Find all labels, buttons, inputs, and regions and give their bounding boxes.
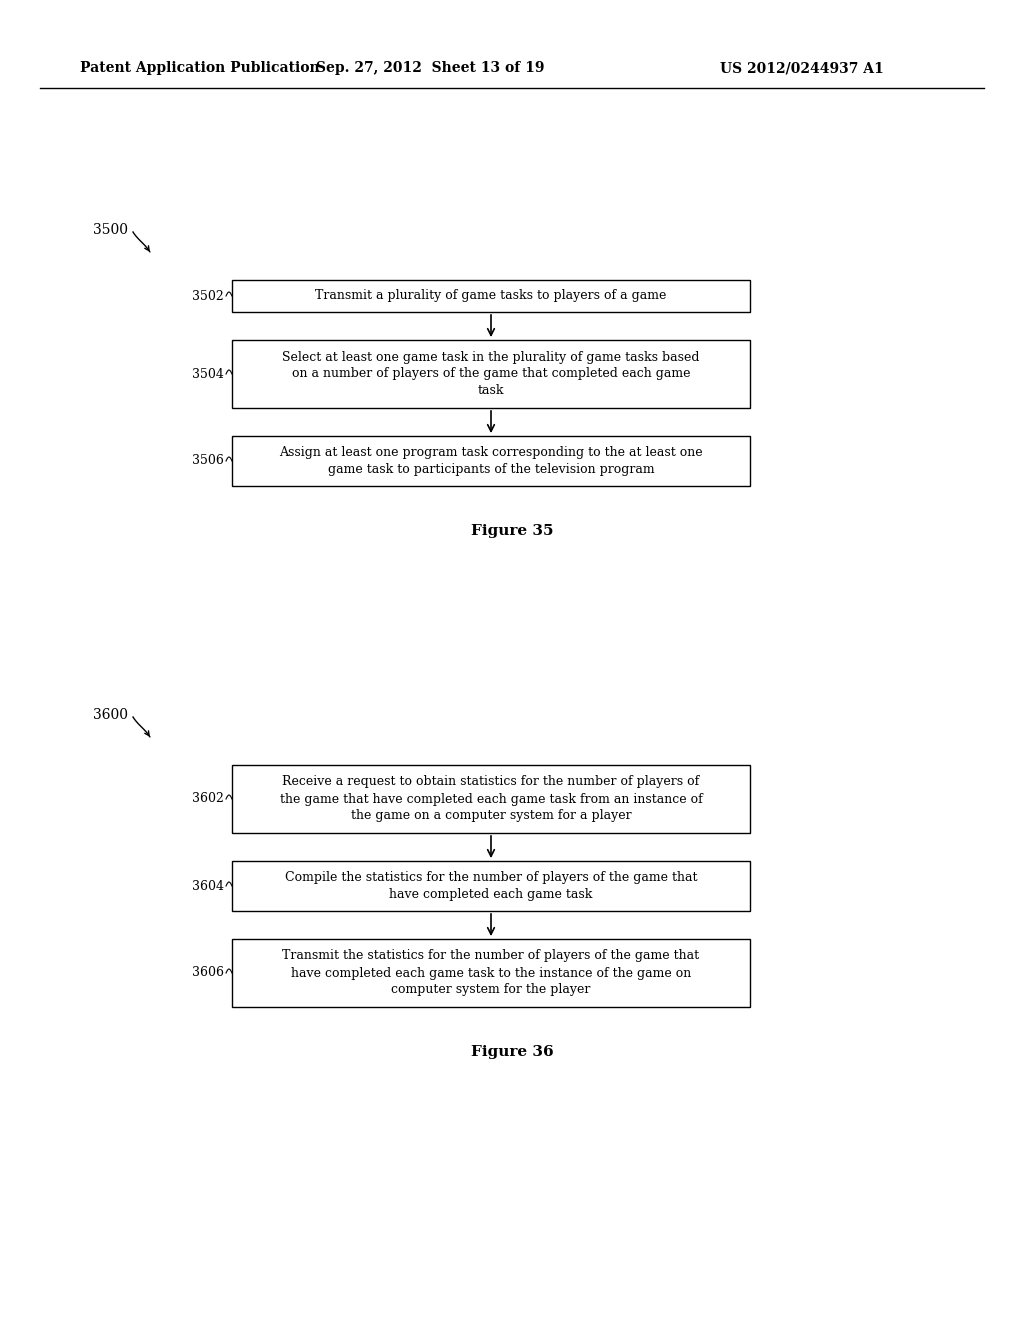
- Text: Figure 36: Figure 36: [471, 1045, 553, 1059]
- Text: Sep. 27, 2012  Sheet 13 of 19: Sep. 27, 2012 Sheet 13 of 19: [315, 61, 544, 75]
- FancyBboxPatch shape: [232, 341, 750, 408]
- Text: Assign at least one program task corresponding to the at least one
game task to : Assign at least one program task corresp…: [280, 446, 702, 477]
- FancyBboxPatch shape: [232, 436, 750, 486]
- FancyBboxPatch shape: [232, 861, 750, 911]
- Text: US 2012/0244937 A1: US 2012/0244937 A1: [720, 61, 884, 75]
- Text: 3602: 3602: [193, 792, 224, 805]
- FancyBboxPatch shape: [232, 280, 750, 312]
- Text: Patent Application Publication: Patent Application Publication: [80, 61, 319, 75]
- Text: Figure 35: Figure 35: [471, 524, 553, 539]
- Text: Transmit a plurality of game tasks to players of a game: Transmit a plurality of game tasks to pl…: [315, 289, 667, 302]
- Text: Transmit the statistics for the number of players of the game that
have complete: Transmit the statistics for the number o…: [283, 949, 699, 997]
- Text: Receive a request to obtain statistics for the number of players of
the game tha: Receive a request to obtain statistics f…: [280, 776, 702, 822]
- Text: 3502: 3502: [193, 289, 224, 302]
- Text: 3604: 3604: [193, 879, 224, 892]
- FancyBboxPatch shape: [232, 939, 750, 1007]
- FancyBboxPatch shape: [232, 766, 750, 833]
- Text: 3504: 3504: [193, 367, 224, 380]
- Text: 3506: 3506: [193, 454, 224, 467]
- Text: Select at least one game task in the plurality of game tasks based
on a number o: Select at least one game task in the plu…: [283, 351, 699, 397]
- Text: 3500: 3500: [93, 223, 128, 238]
- Text: Compile the statistics for the number of players of the game that
have completed: Compile the statistics for the number of…: [285, 871, 697, 902]
- Text: 3606: 3606: [193, 966, 224, 979]
- Text: 3600: 3600: [93, 708, 128, 722]
